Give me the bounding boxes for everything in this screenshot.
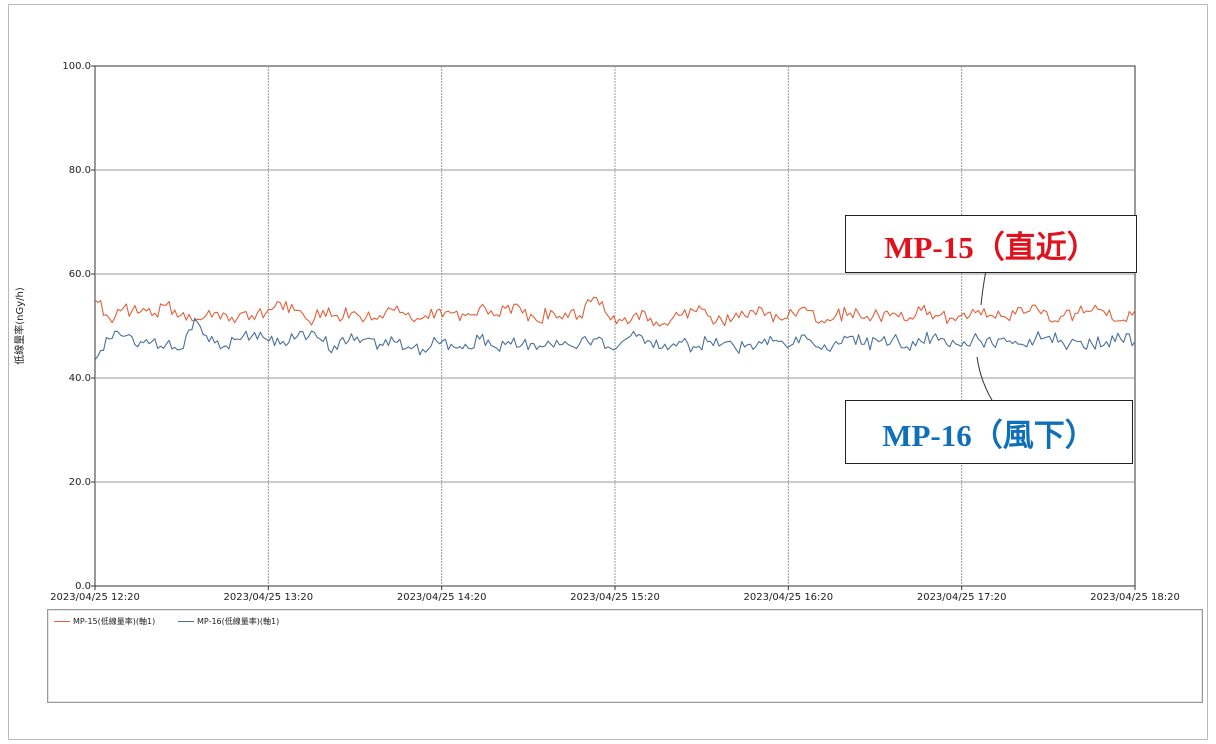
legend-item-mp15: MP-15(低線量率)(軸1) [54,616,155,627]
y-tick-label: 60.0 [69,269,91,280]
chart-page: 0.0 20.0 40.0 60.0 80.0 100.0 2023/04/25 12:20… [8,4,1208,740]
grid-layer [91,65,1136,590]
series-line-mp16 [94,317,1136,361]
callout-mp16-label: MP-16（風下） [882,417,1096,453]
y-tick-label: 80.0 [69,165,91,176]
series-layer [94,247,1136,409]
legend: MP-15(低線量率)(軸1) MP-16(低線量率)(軸1) [47,609,1203,703]
chart-svg: 0.0 20.0 40.0 60.0 80.0 100.0 2023/04/25 12:20… [13,61,1180,603]
x-tick-label: 2023/04/25 12:20 [50,592,140,603]
callout-mp15-label: MP-15（直近） [884,229,1098,265]
callout-mp16: MP-16（風下） [845,400,1133,464]
legend-label-mp15: MP-15(低線量率)(軸1) [73,617,156,626]
label-layer: 0.0 20.0 40.0 60.0 80.0 100.0 2023/04/25 12:20… [13,61,1180,603]
x-tick-label: 2023/04/25 17:20 [917,592,1007,603]
legend-swatch-mp16 [178,621,194,622]
y-axis-title: 低線量率(nGy/h) [13,287,26,365]
x-tick-label: 2023/04/25 16:20 [744,592,834,603]
legend-item-mp16: MP-16(低線量率)(軸1) [178,616,279,627]
x-tick-label: 2023/04/25 14:20 [397,592,487,603]
series-line-mp15 [94,296,1136,327]
legend-swatch-mp15 [54,621,70,622]
callout-mp15: MP-15（直近） [845,215,1137,273]
legend-label-mp16: MP-16(低線量率)(軸1) [197,617,280,626]
y-tick-label: 100.0 [62,61,91,72]
y-tick-label: 40.0 [69,373,91,384]
y-tick-label: 0.0 [75,581,91,592]
x-tick-label: 2023/04/25 13:20 [224,592,314,603]
y-tick-label: 20.0 [69,477,91,488]
x-tick-label: 2023/04/25 18:20 [1090,592,1180,603]
x-tick-label: 2023/04/25 15:20 [570,592,660,603]
